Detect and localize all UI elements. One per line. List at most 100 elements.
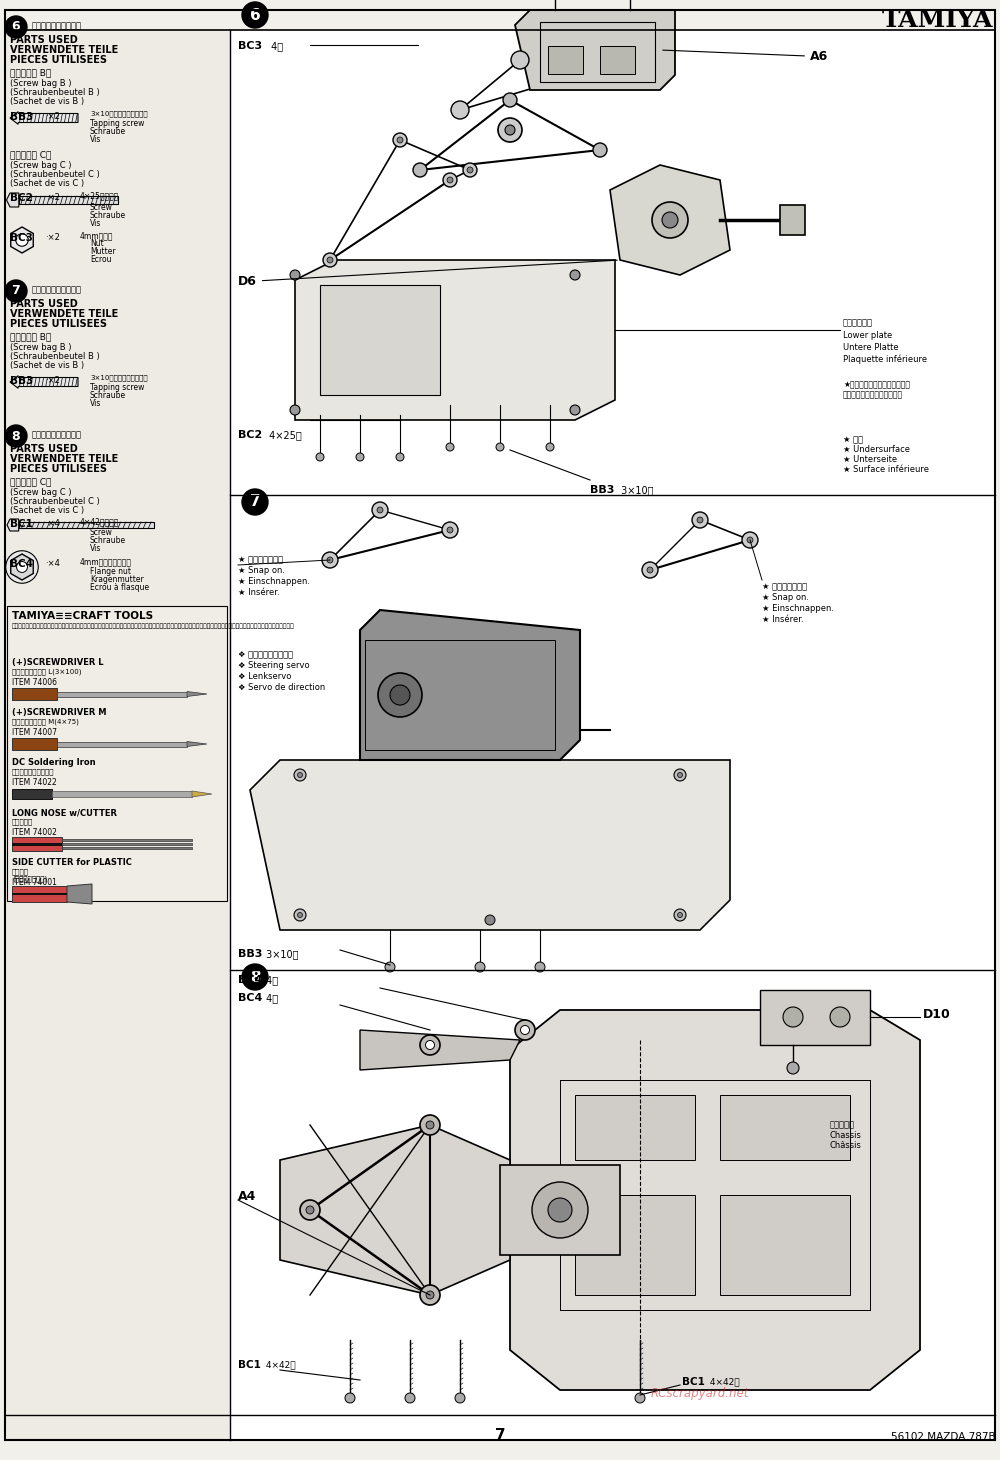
Bar (19, 196, 118, 204)
Text: ★ 押し込みます。: ★ 押し込みます。 (762, 583, 807, 591)
Circle shape (390, 685, 410, 705)
Text: （ビス袋詰 B）: （ビス袋詰 B） (10, 331, 51, 342)
Bar (7, 606, 227, 901)
Circle shape (385, 962, 395, 972)
Circle shape (475, 962, 485, 972)
Circle shape (570, 404, 580, 415)
Circle shape (327, 257, 333, 263)
Text: 8: 8 (12, 429, 20, 442)
Circle shape (442, 523, 458, 537)
Text: PIECES UTILISEES: PIECES UTILISEES (10, 55, 107, 66)
Circle shape (17, 562, 27, 572)
Text: ★ Unterseite: ★ Unterseite (843, 456, 897, 464)
Circle shape (485, 915, 495, 926)
Polygon shape (320, 285, 440, 396)
Circle shape (345, 1393, 355, 1403)
Circle shape (515, 1021, 535, 1040)
Text: 4×42㎜: 4×42㎜ (263, 1361, 296, 1369)
Text: Vis: Vis (90, 134, 101, 145)
Text: SIDE CUTTER for PLASTIC: SIDE CUTTER for PLASTIC (12, 858, 132, 867)
Text: Screw: Screw (90, 203, 113, 212)
Polygon shape (610, 165, 730, 274)
Bar (780, 204, 805, 235)
Circle shape (300, 1200, 320, 1221)
Circle shape (446, 442, 454, 451)
Text: BB3: BB3 (10, 112, 33, 123)
Circle shape (498, 118, 522, 142)
Text: TAMIYA≡≡CRAFT TOOLS: TAMIYA≡≡CRAFT TOOLS (12, 610, 153, 620)
Text: 4×25㎜皿ヒス: 4×25㎜皿ヒス (80, 191, 119, 200)
Text: D6: D6 (238, 260, 617, 288)
Text: (Sachet de vis C ): (Sachet de vis C ) (10, 507, 84, 515)
Text: 4×25㎜: 4×25㎜ (266, 431, 302, 439)
Text: ★ 下側: ★ 下側 (843, 435, 863, 444)
Circle shape (674, 910, 686, 921)
Circle shape (742, 531, 758, 548)
Text: (+)SCREWDRIVER M: (+)SCREWDRIVER M (12, 708, 106, 717)
Bar (52, 791, 192, 797)
Text: (+)SCREWDRIVER L: (+)SCREWDRIVER L (12, 658, 104, 667)
Text: PIECES UTILISEES: PIECES UTILISEES (10, 464, 107, 475)
Bar (548, 47, 583, 74)
Text: 4mmナット: 4mmナット (80, 231, 114, 239)
Circle shape (593, 143, 607, 158)
Text: ·×2: ·×2 (45, 234, 60, 242)
Circle shape (378, 673, 422, 717)
Text: 3×10㎜: 3×10㎜ (263, 949, 298, 959)
Circle shape (652, 201, 688, 238)
Polygon shape (11, 553, 33, 580)
Text: ITEM 74007: ITEM 74007 (12, 729, 57, 737)
Circle shape (290, 404, 300, 415)
Circle shape (674, 769, 686, 781)
Text: ★ Einschnappen.: ★ Einschnappen. (238, 577, 310, 585)
Text: Tapping screw: Tapping screw (90, 120, 144, 128)
Text: 4㎜: 4㎜ (263, 975, 278, 986)
Circle shape (5, 16, 27, 38)
Bar (575, 1095, 695, 1161)
Text: 7: 7 (250, 495, 260, 510)
Text: ニッパー
(プラスチック用): ニッパー (プラスチック用) (12, 869, 47, 882)
Text: BC4: BC4 (238, 975, 262, 986)
Text: ·×2: ·×2 (45, 193, 60, 201)
Bar (365, 639, 555, 750)
Text: PARTS USED: PARTS USED (10, 299, 78, 310)
Text: ITEM 74001: ITEM 74001 (12, 877, 57, 888)
Text: BB3: BB3 (10, 377, 33, 385)
Bar (62, 839, 192, 841)
Circle shape (642, 562, 658, 578)
Text: ❖ Steering servo: ❖ Steering servo (238, 661, 310, 670)
Circle shape (426, 1121, 434, 1129)
Text: ★ Insérer.: ★ Insérer. (762, 615, 804, 623)
Circle shape (447, 527, 453, 533)
Circle shape (451, 101, 469, 120)
Text: （ビス袋詰 C）: （ビス袋詰 C） (10, 150, 51, 159)
Text: 3×10㎜: 3×10㎜ (618, 485, 654, 495)
Circle shape (426, 1041, 434, 1050)
Polygon shape (11, 226, 33, 253)
Polygon shape (360, 1029, 520, 1070)
Text: DC Soldering Iron: DC Soldering Iron (12, 758, 96, 766)
Text: 56102 MAZDA 787B: 56102 MAZDA 787B (891, 1432, 996, 1442)
Text: 4mmフランジナット: 4mmフランジナット (80, 558, 132, 566)
Text: (Sachet de vis C ): (Sachet de vis C ) (10, 180, 84, 188)
Circle shape (496, 442, 504, 451)
Text: Schraube: Schraube (90, 212, 126, 220)
Polygon shape (510, 1010, 920, 1390)
Text: BC4: BC4 (238, 993, 262, 1003)
Text: プラスドライバー L(3×100): プラスドライバー L(3×100) (12, 669, 82, 675)
Circle shape (298, 772, 302, 778)
Text: Kragenmutter: Kragenmutter (90, 575, 144, 584)
Circle shape (505, 126, 515, 134)
Text: 〈使用する小物金具〉: 〈使用する小物金具〉 (32, 20, 82, 31)
Text: ·×2: ·×2 (45, 112, 60, 121)
Text: BC1: BC1 (682, 1377, 705, 1387)
Text: RCscrapyard.net: RCscrapyard.net (651, 1387, 749, 1400)
Text: 8: 8 (250, 969, 260, 984)
Text: PIECES UTILISEES: PIECES UTILISEES (10, 318, 107, 328)
Bar (540, 22, 655, 82)
Bar (12, 894, 67, 895)
Circle shape (16, 234, 28, 247)
Text: BC3: BC3 (238, 41, 262, 51)
Text: BB3: BB3 (590, 485, 614, 495)
Bar (12, 886, 67, 902)
